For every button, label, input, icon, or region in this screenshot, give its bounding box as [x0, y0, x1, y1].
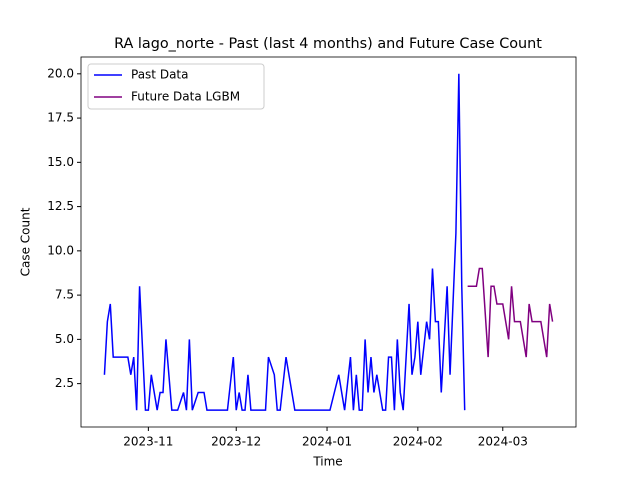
y-tick-label: 5.0: [55, 332, 74, 346]
x-tick-label: 2023-12: [211, 435, 261, 449]
x-tick-label: 2024-02: [393, 435, 443, 449]
y-tick-label: 12.5: [47, 199, 74, 213]
y-tick-label: 2.5: [55, 376, 74, 390]
y-tick-label: 20.0: [47, 66, 74, 80]
y-axis-label: Case Count: [19, 207, 33, 276]
y-tick-label: 17.5: [47, 111, 74, 125]
x-axis-label: Time: [312, 455, 342, 469]
y-tick-label: 15.0: [47, 155, 74, 169]
x-tick-label: 2023-11: [123, 435, 173, 449]
legend-box: [87, 63, 265, 110]
legend-label: Past Data: [131, 68, 188, 82]
plot-frame: [80, 56, 577, 428]
x-tick-label: 2024-01: [302, 435, 352, 449]
y-tick-label: 10.0: [47, 243, 74, 257]
line-series: [467, 267, 554, 358]
y-tick-label: 7.5: [55, 288, 74, 302]
line-series: [103, 73, 466, 411]
legend-label: Future Data LGBM: [131, 90, 240, 104]
chart-title: RA lago_norte - Past (last 4 months) and…: [114, 36, 542, 52]
x-tick-label: 2024-03: [478, 435, 528, 449]
